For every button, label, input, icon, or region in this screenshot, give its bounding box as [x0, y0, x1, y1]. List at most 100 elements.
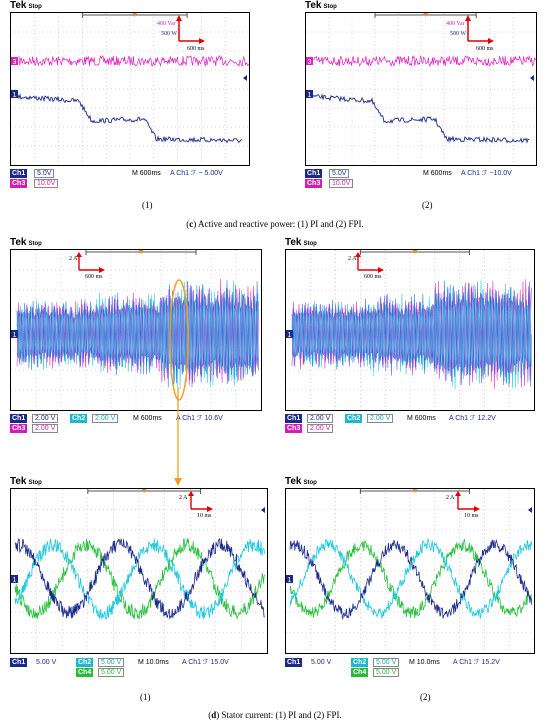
- channel-readout-row2: Ch4 5.00 V: [285, 668, 543, 677]
- caption-d-text: Stator current: (1) PI and (2) FPI.: [219, 710, 342, 720]
- ch1-phase-current: [289, 539, 533, 621]
- scale-reactive-power: 400 Var: [446, 21, 465, 27]
- ch1-ground-marker: [11, 330, 18, 338]
- sublabel-d2: (2): [420, 692, 431, 702]
- timebase: M 10.0ms: [409, 659, 440, 666]
- scope-power-fpi: Tek Stop 3 1 400 Var 500 W 600 ms Ch1 5.0V…: [305, 0, 545, 192]
- channel-readout-row1: Ch1 5.00 V Ch2 5.00 V M 10.0ms A Ch1 ℱ 1…: [10, 658, 278, 667]
- ch4-phase-current: [289, 538, 533, 619]
- trigger-level-marker: [243, 75, 247, 81]
- time-scale-label: 600 ms: [364, 274, 382, 280]
- ch3-current-envelope: [291, 279, 532, 389]
- scale-active-power: 500 W: [161, 31, 177, 37]
- trigger-position-marker: [138, 250, 144, 254]
- ch1-tag: Ch1: [285, 658, 303, 667]
- trigger-readout: A Ch1 ℱ − 5.00V: [170, 170, 223, 177]
- waveform-plot: 1 2 A 10 ms: [286, 489, 534, 653]
- scale-annotation: 2 A 600 ms: [348, 252, 384, 280]
- caption-d-label: d: [211, 710, 217, 720]
- trigger-position-marker: [132, 13, 138, 17]
- ch4-phase-current: [14, 538, 265, 620]
- svg-text:1: 1: [13, 577, 17, 584]
- amp-scale-label: 2 A: [446, 495, 455, 501]
- ch2-current-envelope: [16, 280, 259, 389]
- scope-header: Tek Stop: [10, 476, 42, 487]
- ch4-scale: 5.00 V: [98, 668, 125, 677]
- ch1-tag: Ch1: [285, 414, 303, 423]
- waveform-plot: 1 2 A 600 ms: [286, 250, 534, 410]
- svg-text:1: 1: [288, 577, 292, 584]
- sublabel-c2: (2): [422, 200, 433, 210]
- scope-screen: 1 2 A 600 ms: [285, 249, 535, 411]
- svg-text:1: 1: [13, 332, 17, 339]
- ch1-scale: 5.00 V: [36, 659, 57, 666]
- ch1-phase-current: [14, 537, 265, 620]
- ch3-scale: 2.00 V: [32, 424, 59, 433]
- sublabel-c1: (1): [142, 200, 153, 210]
- caption-c: (c) Active and reactive power: (1) PI an…: [186, 219, 364, 229]
- ch4-tag: Ch4: [351, 668, 369, 677]
- ch1-scale: 5.0V: [34, 169, 55, 178]
- ch1-ground-marker: [11, 575, 18, 583]
- timebase: M 600ms: [407, 415, 436, 422]
- ch1-tag: Ch1: [10, 658, 28, 667]
- ch2-tag: Ch2: [70, 414, 88, 423]
- caption-d: (d) Stator current: (1) PI and (2) FPI.: [208, 710, 342, 720]
- ch2-scale: 2.00 V: [367, 414, 394, 423]
- scope-screen: 3 1 400 Var 500 W 600 ms: [305, 12, 537, 166]
- trigger-readout: A Ch1 ℱ 10.6V: [176, 415, 223, 422]
- graticule: [306, 13, 536, 165]
- channel-readout-row1: Ch1 2.00 V Ch2 2.00 V M 600ms A Ch1 ℱ 10…: [10, 414, 272, 423]
- scope-screen: 3 1 400 Var 500 W 600 ms: [10, 12, 250, 166]
- ch1-active-power-trace: [16, 92, 243, 144]
- ch3-reactive-power-trace: [18, 54, 249, 67]
- amp-scale-label: 2 A: [348, 256, 357, 262]
- ch4-tag: Ch4: [76, 668, 94, 677]
- ch1-scale: 2.00 V: [32, 414, 59, 423]
- waveform-plot: 1 2 A 10 ms: [11, 489, 267, 653]
- ch2-phase-current: [14, 538, 265, 620]
- scope-screen: 1 2 A 10 ms: [10, 488, 268, 654]
- trigger-position-marker: [412, 250, 418, 254]
- trigger-position-marker: [141, 489, 147, 493]
- graticule: [11, 13, 249, 165]
- trigger-position-marker: [412, 489, 418, 493]
- scope-header: Tek Stop: [285, 237, 317, 248]
- ch2-tag: Ch2: [351, 658, 369, 667]
- scale-active-power: 500 W: [450, 31, 466, 37]
- sublabel-d1: (1): [140, 692, 151, 702]
- ch2-scale: 5.00 V: [373, 658, 400, 667]
- svg-text:1: 1: [308, 92, 312, 99]
- scale-reactive-power: 400 Var: [157, 21, 176, 27]
- trigger-level-marker: [530, 75, 534, 81]
- ch3-ground-marker: [11, 57, 18, 65]
- channel-readout-row1: Ch1 5.0V M 600ms A Ch1 ℱ −10.0V: [305, 169, 545, 178]
- ch1-tag: Ch1: [10, 169, 28, 178]
- channel-readout-row2: Ch3 10.0V: [305, 179, 545, 188]
- ch3-tag: Ch3: [285, 424, 303, 433]
- trigger-readout: A Ch1 ℱ −10.0V: [461, 170, 512, 177]
- time-scale-label: 10 ms: [464, 513, 479, 519]
- channel-readout-row2: Ch4 5.00 V: [10, 668, 278, 677]
- scope-power-pi: Tek Stop 3 1 400 Var 500 W 600 ms Ch1 5.0V…: [10, 0, 260, 192]
- scope-current-pi: Tek Stop 1 2 A 600 ms Ch1 2.00 V Ch2 2.00…: [10, 237, 272, 443]
- ch1-ground-marker: [286, 330, 293, 338]
- amp-scale-label: 2 A: [179, 495, 188, 501]
- trigger-position-marker: [423, 13, 429, 17]
- ch3-ground-marker: [306, 57, 313, 65]
- ch3-scale: 10.0V: [34, 179, 59, 188]
- time-scale-label: 600 ms: [187, 46, 205, 52]
- scope-screen: 1 2 A 10 ms: [285, 488, 535, 654]
- waveform-plot: 1 2 A 600 ms: [11, 250, 261, 410]
- channel-readout-row2: Ch3 10.0V: [10, 179, 260, 188]
- ch2-phase-current: [289, 537, 533, 620]
- ch3-tag: Ch3: [10, 179, 28, 188]
- timebase: M 600ms: [423, 170, 452, 177]
- svg-text:3: 3: [13, 59, 17, 66]
- trigger-level-marker: [261, 507, 265, 513]
- time-scale-label: 600 ms: [85, 274, 103, 280]
- scope-header: Tek Stop: [285, 476, 317, 487]
- ch1-current-envelope: [291, 280, 532, 388]
- scope-header: Tek Stop: [305, 0, 337, 11]
